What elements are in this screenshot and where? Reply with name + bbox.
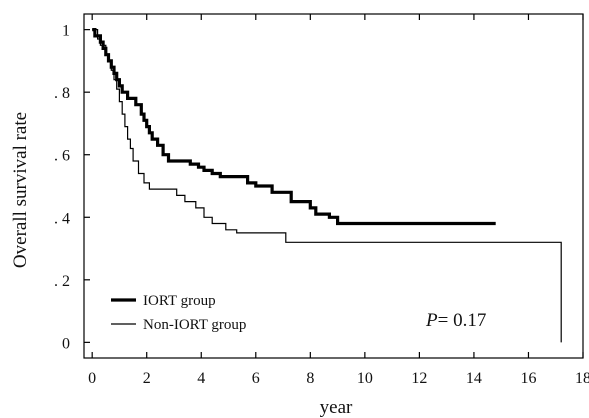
- y-tick-label: . 4: [54, 210, 70, 227]
- svg-text:P= 0.17: P= 0.17: [425, 310, 486, 331]
- x-tick-label: 12: [411, 370, 427, 387]
- x-tick-label: 8: [306, 370, 314, 387]
- x-tick-label: 6: [252, 370, 260, 387]
- series-line-iort: [92, 28, 496, 226]
- x-tick-label: 14: [466, 370, 482, 387]
- y-tick-label: 0: [62, 335, 70, 352]
- legend: IORT group Non-IORT group: [111, 293, 246, 333]
- axis-ticks: [84, 14, 584, 358]
- x-tick-label: 4: [197, 370, 205, 387]
- axis-tick-labels: 0 2 4 6 8 10 12 14 16 18 0 . 2 . 4 . 6 . 8 1: [54, 23, 589, 387]
- series-line-non-iort: [92, 29, 562, 343]
- p-label: P: [425, 310, 438, 331]
- plot-frame: [83, 13, 584, 359]
- y-axis-title: Overall survival rate: [10, 112, 31, 268]
- x-axis-title: year: [320, 397, 353, 418]
- p-value-annotation: P= 0.17: [425, 310, 486, 331]
- y-tick-label: 1: [62, 23, 70, 40]
- survival-curves: [92, 28, 562, 343]
- x-tick-label: 16: [520, 370, 536, 387]
- y-tick-label: . 2: [54, 273, 70, 290]
- legend-label-non-iort: Non-IORT group: [143, 317, 246, 333]
- x-tick-label: 0: [88, 370, 96, 387]
- x-tick-label: 2: [143, 370, 151, 387]
- y-tick-label: . 8: [54, 85, 70, 102]
- x-tick-label: 18: [575, 370, 589, 387]
- p-value: = 0.17: [438, 310, 487, 331]
- y-tick-label: . 6: [54, 148, 70, 165]
- legend-label-iort: IORT group: [143, 293, 216, 309]
- x-tick-label: 10: [357, 370, 373, 387]
